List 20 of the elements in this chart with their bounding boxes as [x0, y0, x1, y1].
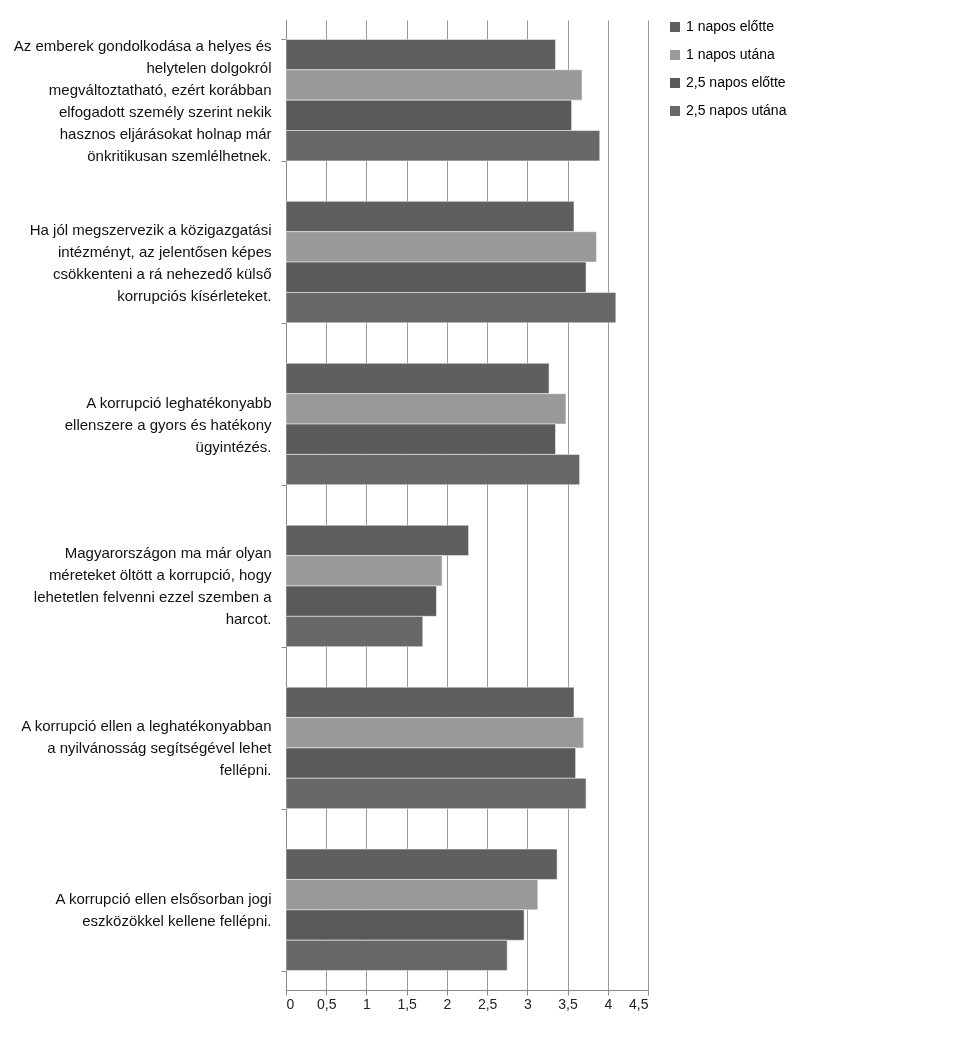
legend-label: 2,5 napos előtte: [686, 74, 786, 90]
x-tick-label: 0,5: [316, 995, 337, 1012]
x-tick-label: 3,5: [558, 995, 578, 1012]
y-tick-label: A korrupció ellen a leghatékonyabban a nyilvánosság segítségével lehet fellépni.: [21, 717, 273, 779]
x-tick-label: 0: [286, 995, 295, 1012]
x-tick-label: 4,5: [629, 995, 649, 1012]
legend-label: 1 napos utána: [686, 46, 775, 62]
legend-label: 1 napos előtte: [686, 18, 775, 34]
x-tick-label: 2: [443, 995, 452, 1012]
x-tick-label: 1: [363, 995, 372, 1012]
y-tick-label: Ha jól megszervezik a közigazgatási intézményt, az jelentősen képes csökkenteni a rá nehezedő külső korrupciós kísérleteket.: [29, 220, 272, 304]
x-tick-label: 4: [604, 995, 613, 1012]
y-tick-label: Magyarországon ma már olyan méreteket öltött a korrupció, hogy lehetetlen felvenni ezzel szemben a harcot.: [33, 544, 273, 628]
x-tick-label: 2,5: [477, 995, 498, 1012]
x-tick-label: 1,5: [397, 995, 418, 1012]
legend-label: 2,5 napos utána: [686, 102, 787, 118]
x-tick-label: 3: [523, 995, 532, 1012]
y-tick-label: Az emberek gondolkodása a helyes és helytelen dolgokról megváltoztatható, ezért korábban elfogadott személy szerint nekik hasznos eljárásokat holnap már önkritikusan szemlélhetnek.: [13, 36, 272, 164]
y-tick-label: A korrupció leghatékonyabb ellenszere a gyors és hatékony ügyintézés.: [64, 393, 272, 455]
y-tick-label: A korrupció ellen elsősorban jogi eszközökkel kellene fellépni.: [55, 890, 272, 930]
